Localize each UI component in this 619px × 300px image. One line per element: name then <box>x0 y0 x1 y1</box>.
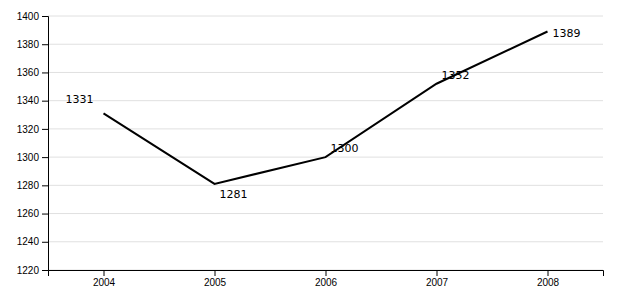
grid-line <box>48 72 603 73</box>
tick-mark <box>42 242 48 243</box>
tick: 1220 <box>17 265 48 276</box>
tick-label: 1260 <box>17 208 40 219</box>
tick: 1320 <box>17 124 48 135</box>
grid <box>48 16 603 270</box>
grid-line <box>48 241 603 242</box>
grid-line <box>48 16 603 17</box>
y-axis: 1220 1240 1260 1280 1300 1320 1340 1360 1380 1400 <box>17 11 49 276</box>
data-label: 1300 <box>331 142 359 155</box>
x-axis: 2004 2005 2006 2007 2008 <box>49 270 604 288</box>
tick-label: 1360 <box>17 67 40 78</box>
tick: 2005 <box>204 270 227 288</box>
tick-mark <box>42 270 48 271</box>
data-label: 1389 <box>553 27 581 40</box>
tick: 1260 <box>17 208 48 219</box>
tick-mark <box>42 185 48 186</box>
tick: 1300 <box>17 152 48 163</box>
axis-line <box>49 271 604 277</box>
tick-mark <box>42 214 48 215</box>
tick-label: 1240 <box>17 236 40 247</box>
data-label: 1281 <box>220 188 248 201</box>
tick-label: 1380 <box>17 39 40 50</box>
tick: 2004 <box>93 270 116 288</box>
tick-mark <box>326 270 327 276</box>
tick-label: 1280 <box>17 180 40 191</box>
tick: 1340 <box>17 95 48 106</box>
tick-mark <box>104 270 105 276</box>
axis-line <box>42 17 49 271</box>
grid-line <box>48 100 603 101</box>
tick-label: 2008 <box>537 277 560 288</box>
tick-label: 1220 <box>17 265 40 276</box>
tick-label: 2004 <box>93 277 116 288</box>
grid-line <box>48 128 603 129</box>
tick: 2006 <box>315 270 338 288</box>
tick-mark <box>42 157 48 158</box>
tick-mark <box>42 44 48 45</box>
tick-label: 2007 <box>426 277 449 288</box>
grid-line <box>48 213 603 214</box>
data-label: 1352 <box>442 69 470 82</box>
tick-label: 1400 <box>17 11 40 22</box>
tick: 1380 <box>17 39 48 50</box>
tick-label: 1300 <box>17 152 40 163</box>
line <box>104 32 548 184</box>
tick-label: 1340 <box>17 95 40 106</box>
marks <box>104 32 548 184</box>
tick-label: 1320 <box>17 124 40 135</box>
plot: 2004 2005 2006 2007 2008 1220 1240 1260 1280 1300… <box>17 11 604 288</box>
tick: 1240 <box>17 236 48 247</box>
tick: 2008 <box>537 270 560 288</box>
tick-mark <box>42 101 48 102</box>
grid-line <box>48 185 603 186</box>
tick: 1280 <box>17 180 48 191</box>
chart: 2004 2005 2006 2007 2008 1220 1240 1260 1280 1300… <box>0 0 619 300</box>
tick-mark <box>437 270 438 276</box>
tick-mark <box>548 270 549 276</box>
tick-mark <box>42 72 48 73</box>
tick-label: 2006 <box>315 277 338 288</box>
tick: 1400 <box>17 11 48 22</box>
tick-label: 2005 <box>204 277 227 288</box>
tick: 2007 <box>426 270 449 288</box>
data-label: 1331 <box>66 93 94 106</box>
data-labels: 1331 1281 1300 1352 1389 <box>66 27 581 201</box>
tick-mark <box>42 16 48 17</box>
tick-mark <box>215 270 216 276</box>
tick-mark <box>42 129 48 130</box>
tick: 1360 <box>17 67 48 78</box>
